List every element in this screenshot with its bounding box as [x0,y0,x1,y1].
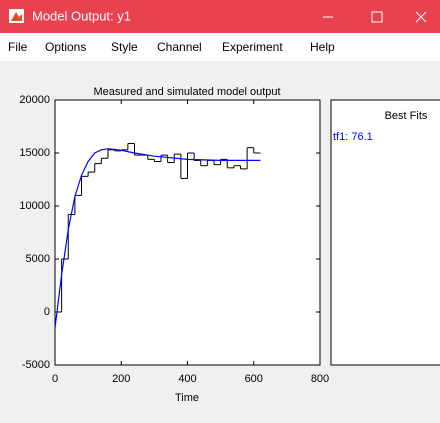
app-icon-glyph [11,12,22,21]
menu-item[interactable]: Options [45,40,86,54]
chart-title: Measured and simulated model output [93,86,280,98]
x-tick-label: 800 [311,373,329,385]
x-tick-label: 200 [112,373,130,385]
y-tick-label: 15000 [19,147,50,159]
title-bar [0,0,440,33]
menu-item[interactable]: File [8,40,28,54]
menu-item[interactable]: Help [310,40,335,54]
menu-bar [0,33,440,61]
window-title: Model Output: y1 [32,8,131,23]
y-tick-label: 0 [44,306,50,318]
fit-entry: tf1: 76.1 [333,131,373,143]
x-tick-label: 0 [52,373,58,385]
y-tick-label: 5000 [26,253,50,265]
menu-item[interactable]: Channel [157,40,202,54]
menu-item[interactable]: Style [111,40,138,54]
maximize-button[interactable] [371,11,383,23]
y-tick-label: -5000 [22,359,50,371]
menu-item[interactable]: Experiment [222,40,283,54]
close-button[interactable] [415,11,427,23]
plot-area [54,99,321,366]
fits-panel [330,99,440,366]
y-tick-label: 10000 [19,200,50,212]
x-tick-label: 600 [245,373,263,385]
fits-title: Best Fits [385,110,428,122]
x-tick-label: 400 [178,373,196,385]
x-axis-label: Time [175,392,199,404]
y-tick-label: 20000 [19,94,50,106]
simulated-line [54,148,261,328]
